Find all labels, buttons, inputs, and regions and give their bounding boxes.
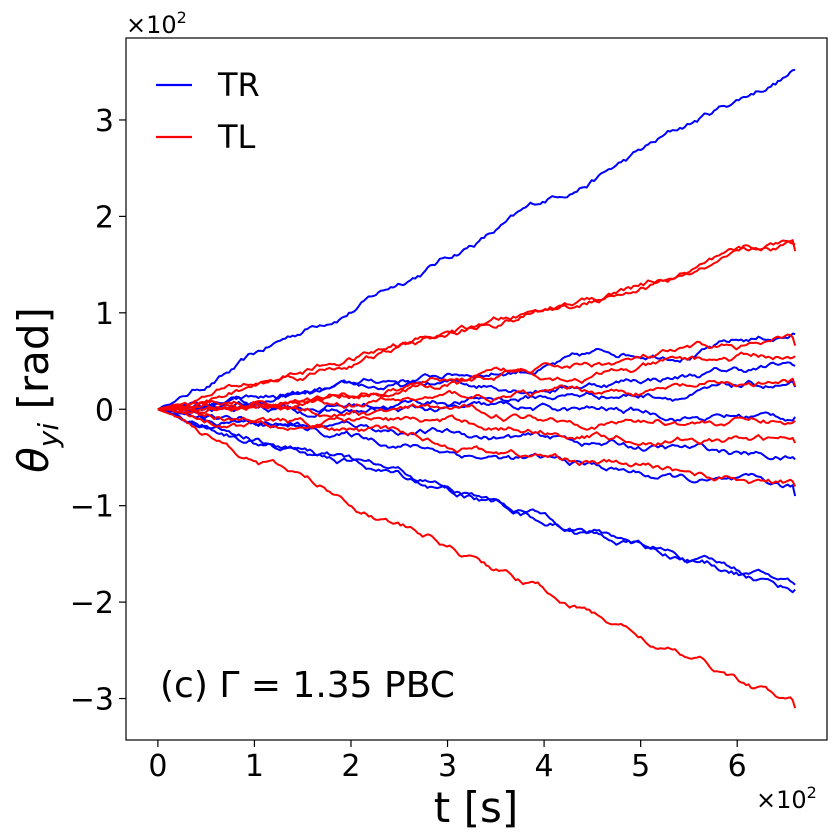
y-multiplier: ×102 bbox=[126, 8, 187, 39]
series-line-tl-13 bbox=[157, 377, 797, 413]
series-line-tr-4 bbox=[157, 395, 796, 423]
x-tick-label: 1 bbox=[245, 749, 264, 784]
y-axis-label: θyi [rad] bbox=[9, 307, 65, 473]
plot-frame bbox=[125, 37, 828, 741]
series-line-tl-12 bbox=[157, 351, 796, 411]
y-axis: −3 −2 −1 0 1 2 3 bbox=[70, 104, 126, 718]
legend: TR TL bbox=[156, 66, 260, 156]
y-tick-label: 0 bbox=[95, 393, 114, 428]
y-tick-label: −2 bbox=[70, 586, 114, 621]
series-line-tl-16 bbox=[157, 408, 797, 487]
y-tick-label: 1 bbox=[95, 297, 114, 332]
x-tick-label: 4 bbox=[535, 749, 554, 784]
series-line-tr-8 bbox=[157, 408, 796, 594]
x-multiplier: ×102 bbox=[756, 783, 817, 814]
y-tick-label: −3 bbox=[70, 683, 114, 718]
legend-label-tr: TR bbox=[217, 66, 260, 104]
series-line-tl-10 bbox=[157, 239, 797, 411]
x-tick-label: 6 bbox=[728, 749, 747, 784]
svg-text:θyi [rad]: θyi [rad] bbox=[9, 307, 65, 473]
panel-annotation: (c) Γ = 1.35 PBC bbox=[160, 665, 455, 706]
x-tick-label: 5 bbox=[631, 749, 650, 784]
legend-label-tl: TL bbox=[217, 118, 256, 156]
series-line-tl-9 bbox=[157, 239, 796, 411]
y-tick-label: 2 bbox=[95, 200, 114, 235]
y-tick-label: 3 bbox=[95, 104, 114, 139]
x-tick-label: 0 bbox=[148, 749, 167, 784]
series-line-tl-17 bbox=[157, 408, 797, 709]
x-axis: 0 1 2 3 4 5 6 bbox=[148, 740, 747, 784]
series-line-tr-5 bbox=[157, 405, 796, 461]
series-layer bbox=[157, 68, 797, 709]
series-line-tl-15 bbox=[157, 407, 797, 447]
x-tick-label: 2 bbox=[341, 749, 360, 784]
series-line-tr-2 bbox=[157, 361, 796, 412]
y-tick-label: −1 bbox=[70, 490, 114, 525]
series-line-tl-14 bbox=[157, 400, 796, 431]
x-axis-label: t [s] bbox=[434, 783, 518, 832]
series-line-tr-0 bbox=[157, 68, 796, 411]
x-tick-label: 3 bbox=[438, 749, 457, 784]
